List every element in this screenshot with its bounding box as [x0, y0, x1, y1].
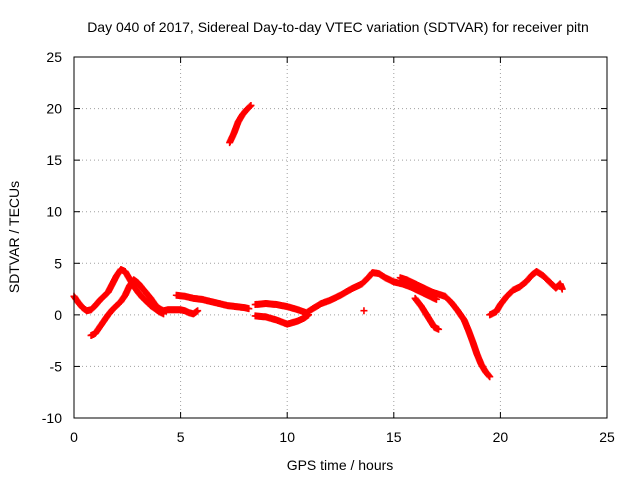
chart-title: Day 040 of 2017, Sidereal Day-to-day VTE… — [87, 19, 589, 35]
x-tick-label: 20 — [493, 429, 509, 445]
x-tick-label: 5 — [177, 429, 185, 445]
series-arc-7 — [396, 274, 494, 381]
data-point-marker — [486, 373, 494, 381]
x-tick-label: 25 — [599, 429, 615, 445]
x-axis-title: GPS time / hours — [287, 457, 394, 473]
series-arc-9 — [486, 268, 566, 319]
data-point-marker — [558, 285, 566, 293]
y-tick-label: 25 — [46, 49, 62, 65]
data-point-marker — [246, 102, 254, 110]
x-tick-label: 15 — [386, 429, 402, 445]
series-arc-5 — [251, 269, 440, 317]
series-arc-8 — [411, 294, 443, 333]
data-point-marker — [360, 307, 368, 315]
series-arc-3 — [172, 291, 253, 313]
y-tick-label: -10 — [42, 410, 62, 426]
data-point-marker — [194, 307, 202, 315]
data-point-marker — [305, 311, 313, 319]
y-tick-label: 20 — [46, 101, 62, 117]
y-tick-label: 5 — [54, 255, 62, 271]
y-tick-label: 10 — [46, 204, 62, 220]
axis-ticks — [73, 56, 608, 419]
grid — [74, 57, 607, 418]
tick-labels: 0 5 10 15 20 25 -10 -5 0 5 10 15 20 25 — [42, 49, 615, 445]
series-point-1 — [360, 307, 368, 315]
x-tick-label: 0 — [70, 429, 78, 445]
y-axis-title: SDTVAR / TECUs — [6, 181, 22, 293]
data-point-marker — [432, 295, 440, 303]
data-point-marker — [245, 305, 253, 313]
plot-frame — [73, 56, 608, 419]
series-arc-4 — [226, 101, 255, 147]
data-points — [70, 101, 566, 381]
series-arc-6 — [251, 311, 313, 328]
y-tick-label: 0 — [54, 307, 62, 323]
y-tick-label: -5 — [50, 358, 63, 374]
series-arc-1 — [70, 265, 168, 318]
series-arc-2 — [87, 276, 202, 339]
data-point-marker — [435, 325, 443, 333]
data-point-marker — [247, 101, 255, 109]
y-tick-label: 15 — [46, 152, 62, 168]
x-tick-label: 10 — [279, 429, 295, 445]
